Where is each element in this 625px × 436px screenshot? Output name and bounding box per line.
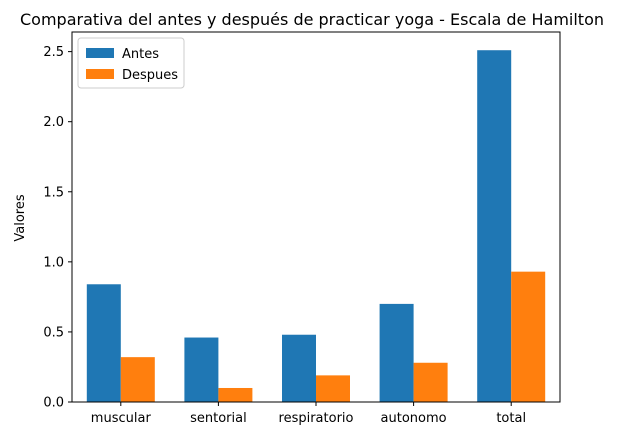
- legend-swatch-despues: [86, 69, 114, 79]
- legend-label-antes: Antes: [122, 47, 159, 62]
- bar-antes-sentorial: [184, 337, 219, 402]
- bar-antes-autonomo: [379, 303, 414, 402]
- legend-label-despues: Despues: [122, 68, 178, 83]
- bar-despues-muscular: [120, 357, 155, 402]
- y-axis-label: Valores: [13, 194, 28, 241]
- y-tick-label: 2.0: [43, 115, 64, 130]
- x-tick-label: total: [496, 411, 526, 426]
- y-tick-label: 2.5: [43, 45, 64, 60]
- bar-despues-total: [511, 271, 546, 402]
- y-tick-label: 1.5: [43, 185, 64, 200]
- y-tick-label: 0.5: [43, 325, 64, 340]
- bar-antes-muscular: [86, 284, 121, 402]
- x-tick-label: muscular: [91, 411, 152, 426]
- legend: Antes Despues: [77, 37, 185, 89]
- bar-despues-respiratorio: [316, 375, 350, 402]
- x-tick-label: sentorial: [190, 411, 247, 426]
- x-tick-label: autonomo: [381, 411, 447, 426]
- bar-antes-respiratorio: [282, 334, 316, 402]
- bar-despues-sentorial: [218, 387, 253, 402]
- y-tick-label: 1.0: [43, 255, 64, 270]
- y-tick-label: 0.0: [43, 396, 64, 411]
- legend-swatch-antes: [86, 48, 114, 58]
- bar-despues-autonomo: [413, 362, 448, 402]
- bar-antes-total: [477, 50, 512, 402]
- plot-area: muscular sentorial respiratorio autonomo tot…: [43, 31, 561, 426]
- chart-title: Comparativa del antes y después de pract…: [20, 10, 604, 29]
- x-tick-label: respiratorio: [279, 411, 354, 426]
